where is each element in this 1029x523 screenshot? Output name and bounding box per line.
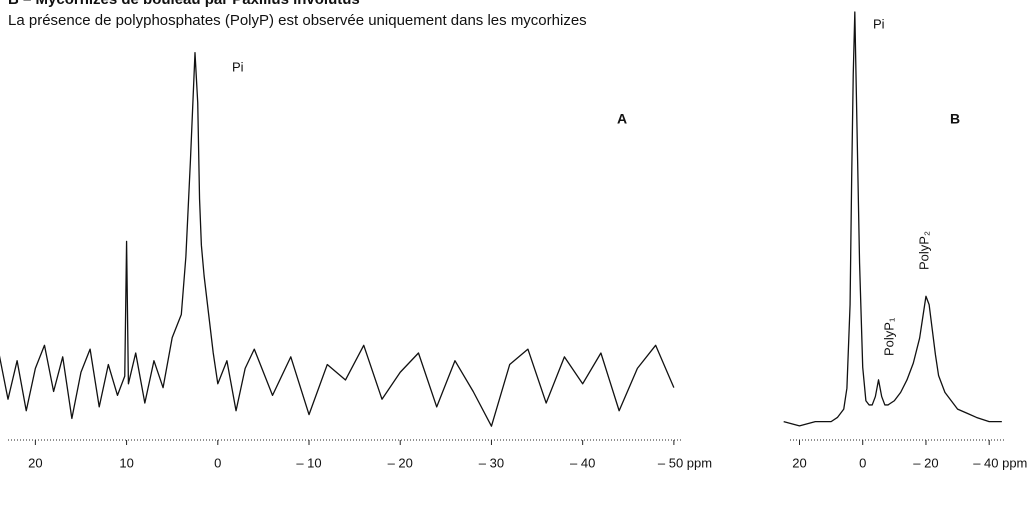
x-tick-label: – 50 ppm: [658, 455, 712, 470]
x-tick-label: – 20: [913, 455, 938, 470]
spectrum-line: [0, 52, 675, 427]
panel-label: B: [950, 111, 960, 127]
panel-label: A: [617, 111, 627, 127]
annotation: Pi: [232, 59, 244, 74]
x-tick-label: – 40 ppm: [973, 455, 1027, 470]
x-tick-label: 20: [792, 455, 806, 470]
x-tick-label: 0: [859, 455, 866, 470]
x-tick-label: 0: [214, 455, 221, 470]
x-tick-label: 10: [119, 455, 133, 470]
annotation: Pi: [873, 16, 885, 31]
x-tick-label: 20: [28, 455, 42, 470]
annotation: PolyP₂: [916, 231, 931, 270]
header-title: B – Mycorhizes de bouleau par Paxillus i…: [8, 0, 360, 8]
x-tick-label: – 30: [479, 455, 504, 470]
header-subtitle: La présence de polyphosphates (PolyP) es…: [8, 12, 587, 29]
x-tick-label: – 40: [570, 455, 595, 470]
annotation: PolyP₁: [881, 317, 896, 356]
x-tick-label: – 10: [296, 455, 321, 470]
x-tick-label: – 20: [388, 455, 413, 470]
spectrum-line: [783, 11, 1002, 427]
